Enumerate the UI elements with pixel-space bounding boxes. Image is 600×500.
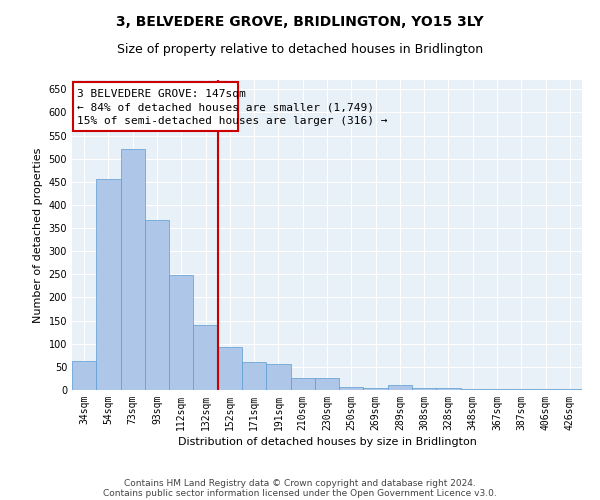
Bar (96, 179, 121, 390)
Text: ← 84% of detached houses are smaller (1,749): ← 84% of detached houses are smaller (1,… (77, 102, 374, 113)
Bar (461, 388, 485, 390)
Bar (290, 378, 315, 390)
Bar (72, 362, 96, 390)
Bar (315, 378, 339, 390)
Text: 15% of semi-detached houses are larger (316) →: 15% of semi-detached houses are larger (… (77, 116, 388, 126)
Bar (218, 347, 242, 390)
Bar (145, 220, 169, 390)
Bar (436, 388, 461, 390)
Bar (485, 388, 509, 390)
Text: Contains HM Land Registry data © Crown copyright and database right 2024.: Contains HM Land Registry data © Crown c… (124, 478, 476, 488)
Text: 3, BELVEDERE GROVE, BRIDLINGTON, YO15 3LY: 3, BELVEDERE GROVE, BRIDLINGTON, YO15 3L… (116, 15, 484, 29)
Bar (533, 389, 558, 390)
X-axis label: Distribution of detached houses by size in Bridlington: Distribution of detached houses by size … (178, 437, 476, 447)
Bar (169, 276, 193, 390)
Bar (388, 386, 412, 390)
Bar (364, 388, 388, 390)
Bar (121, 149, 145, 390)
Bar (242, 362, 266, 390)
Bar (266, 364, 290, 390)
Bar (509, 389, 533, 390)
Y-axis label: Number of detached properties: Number of detached properties (33, 148, 43, 322)
Bar (412, 388, 436, 390)
Text: Contains public sector information licensed under the Open Government Licence v3: Contains public sector information licen… (103, 488, 497, 498)
Bar (73, 82, 238, 131)
Bar (558, 389, 582, 390)
Bar (339, 387, 364, 390)
Bar (193, 325, 218, 390)
Text: Size of property relative to detached houses in Bridlington: Size of property relative to detached ho… (117, 42, 483, 56)
Text: 3 BELVEDERE GROVE: 147sqm: 3 BELVEDERE GROVE: 147sqm (77, 90, 245, 100)
